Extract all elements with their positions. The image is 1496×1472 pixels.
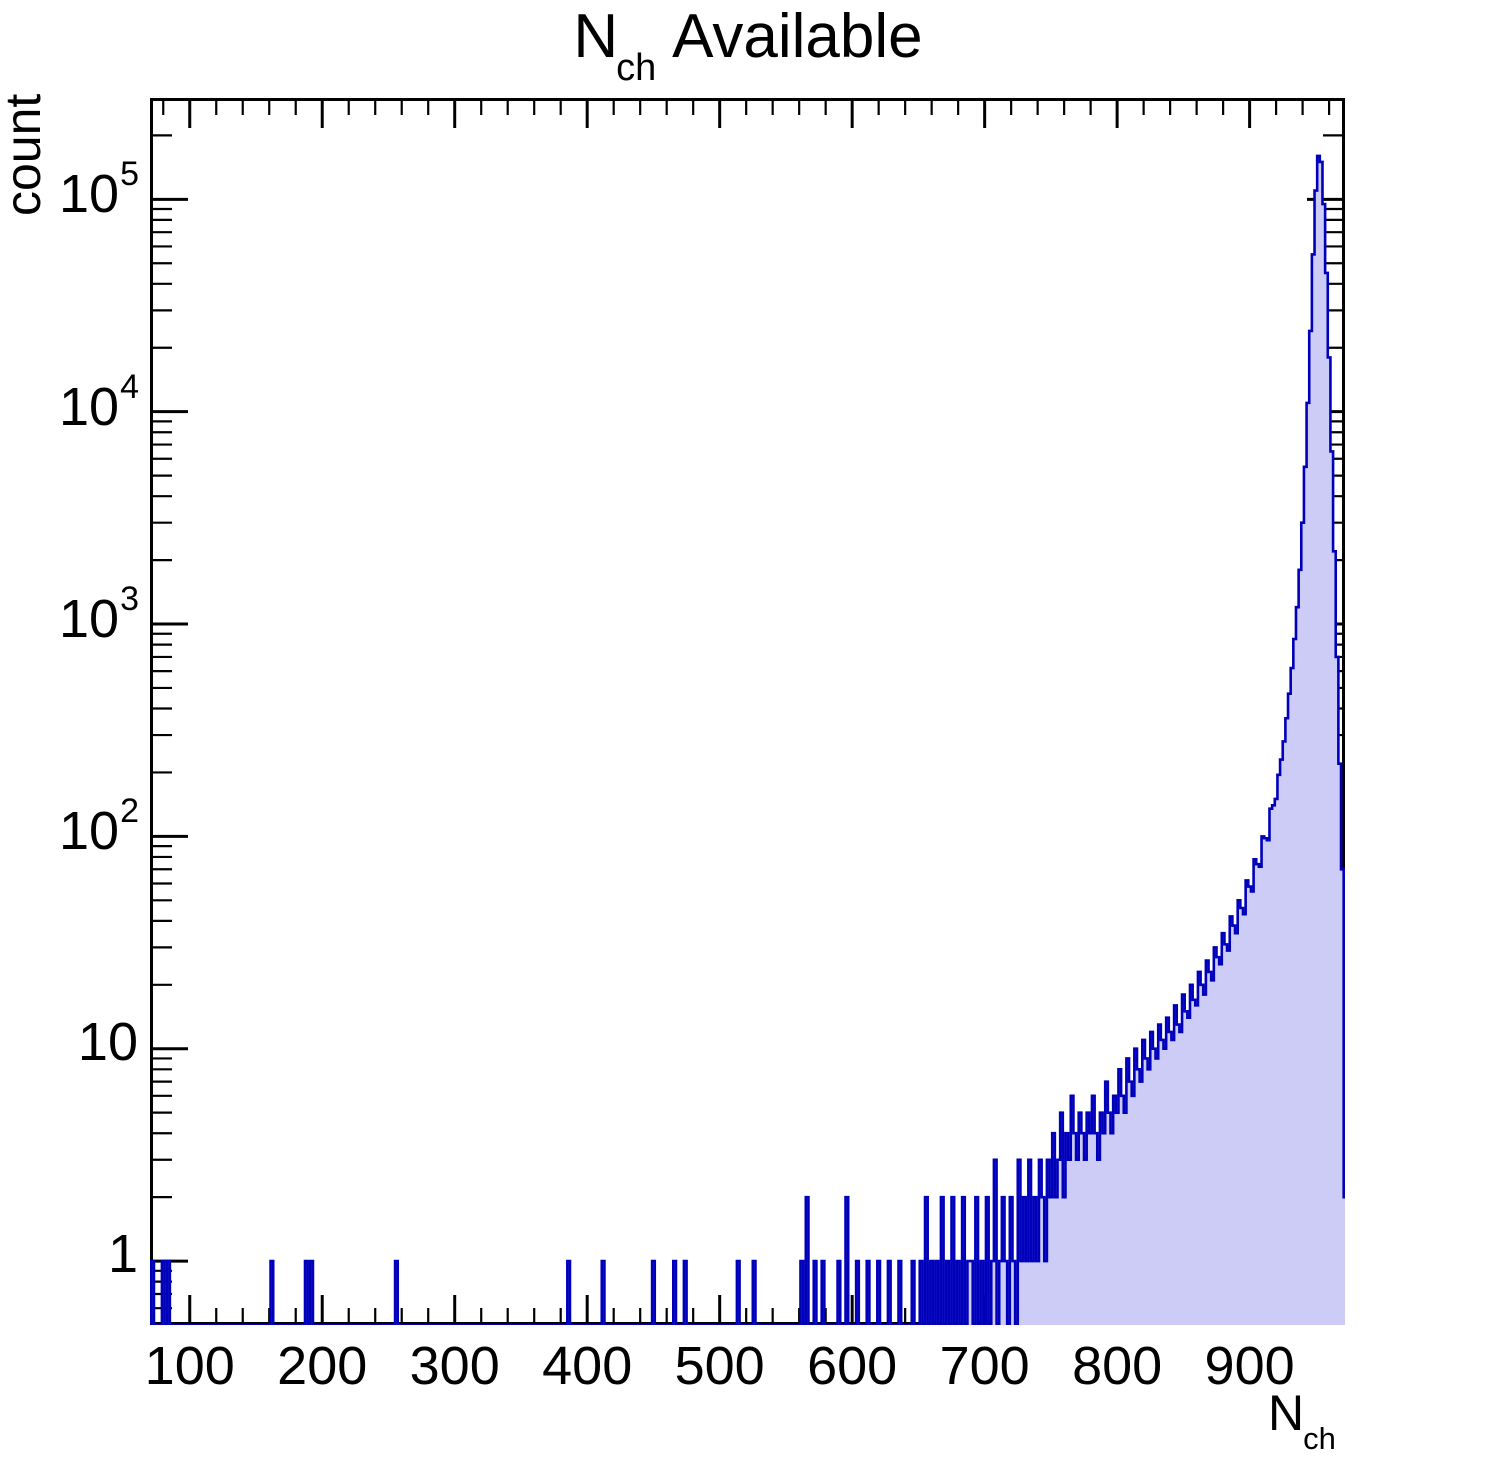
x-tick-label: 600 — [807, 1336, 898, 1396]
histogram-fill — [151, 155, 1345, 1325]
title-main: N — [573, 2, 619, 71]
histogram-outline — [151, 156, 1345, 1325]
histogram-plot — [150, 98, 1345, 1325]
x-tick-label: 800 — [1072, 1336, 1163, 1396]
title-rest: Available — [658, 2, 923, 71]
page-title: Nch Available — [0, 6, 1496, 88]
y-tick-exponent: 3 — [120, 580, 139, 619]
y-tick-label: 102 — [59, 794, 139, 862]
y-tick-mantissa: 10 — [59, 801, 120, 862]
x-tick-label: 700 — [939, 1336, 1030, 1396]
x-tick-label: 400 — [542, 1336, 633, 1396]
y-tick-exponent: 2 — [120, 792, 139, 831]
x-tick-label: 300 — [409, 1336, 500, 1396]
y-tick-label: 104 — [59, 370, 139, 437]
x-tick-label: 100 — [144, 1336, 235, 1396]
x-tick-label: 900 — [1204, 1336, 1295, 1396]
y-tick-label: 105 — [59, 157, 139, 225]
y-tick-exponent: 5 — [120, 155, 139, 194]
title-subscript: ch — [616, 47, 657, 90]
y-tick-mantissa: 10 — [59, 589, 120, 650]
x-axis-ticks-top — [162, 98, 1331, 128]
y-tick-label: 1 — [107, 1224, 138, 1285]
x-axis-title-subscript: ch — [1303, 1421, 1336, 1456]
x-axis-title: Nch — [1268, 1384, 1337, 1456]
y-tick-mantissa: 10 — [59, 164, 120, 225]
x-axis-title-main: N — [1268, 1385, 1305, 1441]
y-tick-label: 103 — [59, 582, 139, 650]
y-tick-mantissa: 10 — [59, 376, 120, 437]
x-tick-label: 500 — [674, 1336, 765, 1396]
y-tick-label: 10 — [77, 1011, 138, 1072]
y-axis-tick-labels: 1 10 102 103 104 105 — [0, 0, 139, 1472]
y-tick-exponent: 4 — [120, 367, 139, 406]
x-tick-label: 200 — [277, 1336, 368, 1396]
